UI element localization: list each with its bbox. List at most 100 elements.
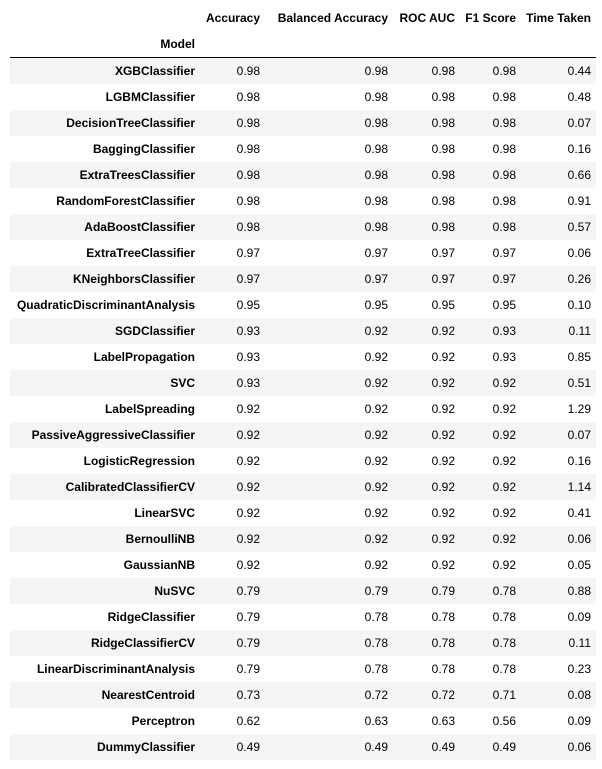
cell-f1-score: 0.92 [492,454,516,468]
cell-f1-score: 0.97 [492,246,516,260]
table-row: NearestCentroid 0.73 0.72 0.72 0.71 0.08 [10,682,596,708]
cell-balanced-accuracy: 0.97 [364,246,388,260]
row-model-name: RidgeClassifierCV [90,636,195,650]
cell-f1-score: 0.93 [492,350,516,364]
table-row: CalibratedClassifierCV 0.92 0.92 0.92 0.92 1.… [10,474,596,500]
table-row: GaussianNB 0.92 0.92 0.92 0.92 0.05 [10,552,596,578]
cell-time-taken: 0.06 [567,246,591,260]
table-row: AdaBoostClassifier 0.98 0.98 0.98 0.98 0.57 [10,214,596,240]
cell-accuracy: 0.79 [236,662,260,676]
cell-roc-auc: 0.98 [431,142,455,156]
cell-time-taken: 0.05 [567,558,591,572]
cell-balanced-accuracy: 0.92 [364,376,388,390]
cell-time-taken: 0.07 [567,428,591,442]
cell-accuracy: 0.79 [236,584,260,598]
row-model-name: ExtraTreesClassifier [79,168,195,182]
index-header-row: Model [10,31,596,58]
table-row: KNeighborsClassifier 0.97 0.97 0.97 0.97 0.26 [10,266,596,292]
cell-accuracy: 0.98 [236,168,260,182]
cell-accuracy: 0.97 [236,272,260,286]
cell-balanced-accuracy: 0.98 [364,142,388,156]
cell-accuracy: 0.73 [236,688,260,702]
table-row: RidgeClassifierCV 0.79 0.78 0.78 0.78 0.11 [10,630,596,656]
cell-roc-auc: 0.97 [431,272,455,286]
cell-balanced-accuracy: 0.78 [364,636,388,650]
table-header: Accuracy Balanced Accuracy ROC AUC F1 Sc… [10,5,596,58]
row-model-name: SVC [170,376,195,390]
cell-balanced-accuracy: 0.98 [364,90,388,104]
row-model-name: PassiveAggressiveClassifier [31,428,195,442]
cell-f1-score: 0.98 [492,90,516,104]
cell-roc-auc: 0.92 [431,350,455,364]
cell-f1-score: 0.93 [492,324,516,338]
table-row: SVC 0.93 0.92 0.92 0.92 0.51 [10,370,596,396]
cell-roc-auc: 0.92 [431,324,455,338]
cell-f1-score: 0.71 [492,688,516,702]
cell-time-taken: 0.41 [567,506,591,520]
cell-f1-score: 0.98 [492,64,516,78]
table-row: ExtraTreeClassifier 0.97 0.97 0.97 0.97 0.06 [10,240,596,266]
row-model-name: LogisticRegression [83,454,195,468]
cell-balanced-accuracy: 0.79 [364,584,388,598]
cell-balanced-accuracy: 0.98 [364,168,388,182]
column-header-f1-score: F1 Score [465,11,516,25]
cell-accuracy: 0.98 [236,142,260,156]
cell-balanced-accuracy: 0.92 [364,506,388,520]
cell-time-taken: 0.26 [567,272,591,286]
row-model-name: LinearDiscriminantAnalysis [36,662,195,676]
cell-accuracy: 0.95 [236,298,260,312]
cell-f1-score: 0.98 [492,142,516,156]
cell-time-taken: 0.09 [567,714,591,728]
column-header-accuracy: Accuracy [205,11,260,25]
cell-f1-score: 0.98 [492,116,516,130]
cell-f1-score: 0.92 [492,532,516,546]
cell-f1-score: 0.78 [492,584,516,598]
cell-accuracy: 0.98 [236,220,260,234]
cell-roc-auc: 0.98 [431,116,455,130]
cell-accuracy: 0.97 [236,246,260,260]
column-header-balanced-accuracy: Balanced Accuracy [277,11,388,25]
row-model-name: DummyClassifier [96,740,195,754]
cell-balanced-accuracy: 0.78 [364,662,388,676]
table-row: ExtraTreesClassifier 0.98 0.98 0.98 0.98 0.66 [10,162,596,188]
cell-roc-auc: 0.92 [431,480,455,494]
cell-accuracy: 0.92 [236,558,260,572]
cell-roc-auc: 0.97 [431,246,455,260]
cell-balanced-accuracy: 0.92 [364,402,388,416]
cell-time-taken: 0.48 [567,90,591,104]
cell-time-taken: 0.16 [567,142,591,156]
table-row: Perceptron 0.62 0.63 0.63 0.56 0.09 [10,708,596,734]
cell-roc-auc: 0.98 [431,90,455,104]
row-model-name: SGDClassifier [114,324,195,338]
cell-time-taken: 0.51 [567,376,591,390]
cell-f1-score: 0.92 [492,376,516,390]
cell-accuracy: 0.98 [236,194,260,208]
cell-f1-score: 0.56 [492,714,516,728]
cell-accuracy: 0.93 [236,350,260,364]
cell-f1-score: 0.78 [492,610,516,624]
column-header-time-taken: Time Taken [526,11,591,25]
cell-accuracy: 0.92 [236,532,260,546]
cell-time-taken: 0.88 [567,584,591,598]
cell-accuracy: 0.49 [236,740,260,754]
table-row: BernoulliNB 0.92 0.92 0.92 0.92 0.06 [10,526,596,552]
cell-accuracy: 0.79 [236,610,260,624]
cell-time-taken: 0.06 [567,740,591,754]
cell-roc-auc: 0.92 [431,402,455,416]
cell-roc-auc: 0.92 [431,428,455,442]
cell-accuracy: 0.92 [236,506,260,520]
column-header-roc-auc: ROC AUC [399,11,455,25]
cell-time-taken: 1.14 [567,480,591,494]
cell-f1-score: 0.78 [492,636,516,650]
table-row: BaggingClassifier 0.98 0.98 0.98 0.98 0.16 [10,136,596,162]
cell-balanced-accuracy: 0.49 [364,740,388,754]
table-row: LogisticRegression 0.92 0.92 0.92 0.92 0.16 [10,448,596,474]
cell-accuracy: 0.92 [236,454,260,468]
cell-roc-auc: 0.92 [431,454,455,468]
row-model-name: RidgeClassifier [107,610,195,624]
cell-balanced-accuracy: 0.63 [364,714,388,728]
cell-roc-auc: 0.98 [431,220,455,234]
cell-balanced-accuracy: 0.92 [364,532,388,546]
cell-time-taken: 0.66 [567,168,591,182]
cell-f1-score: 0.92 [492,480,516,494]
